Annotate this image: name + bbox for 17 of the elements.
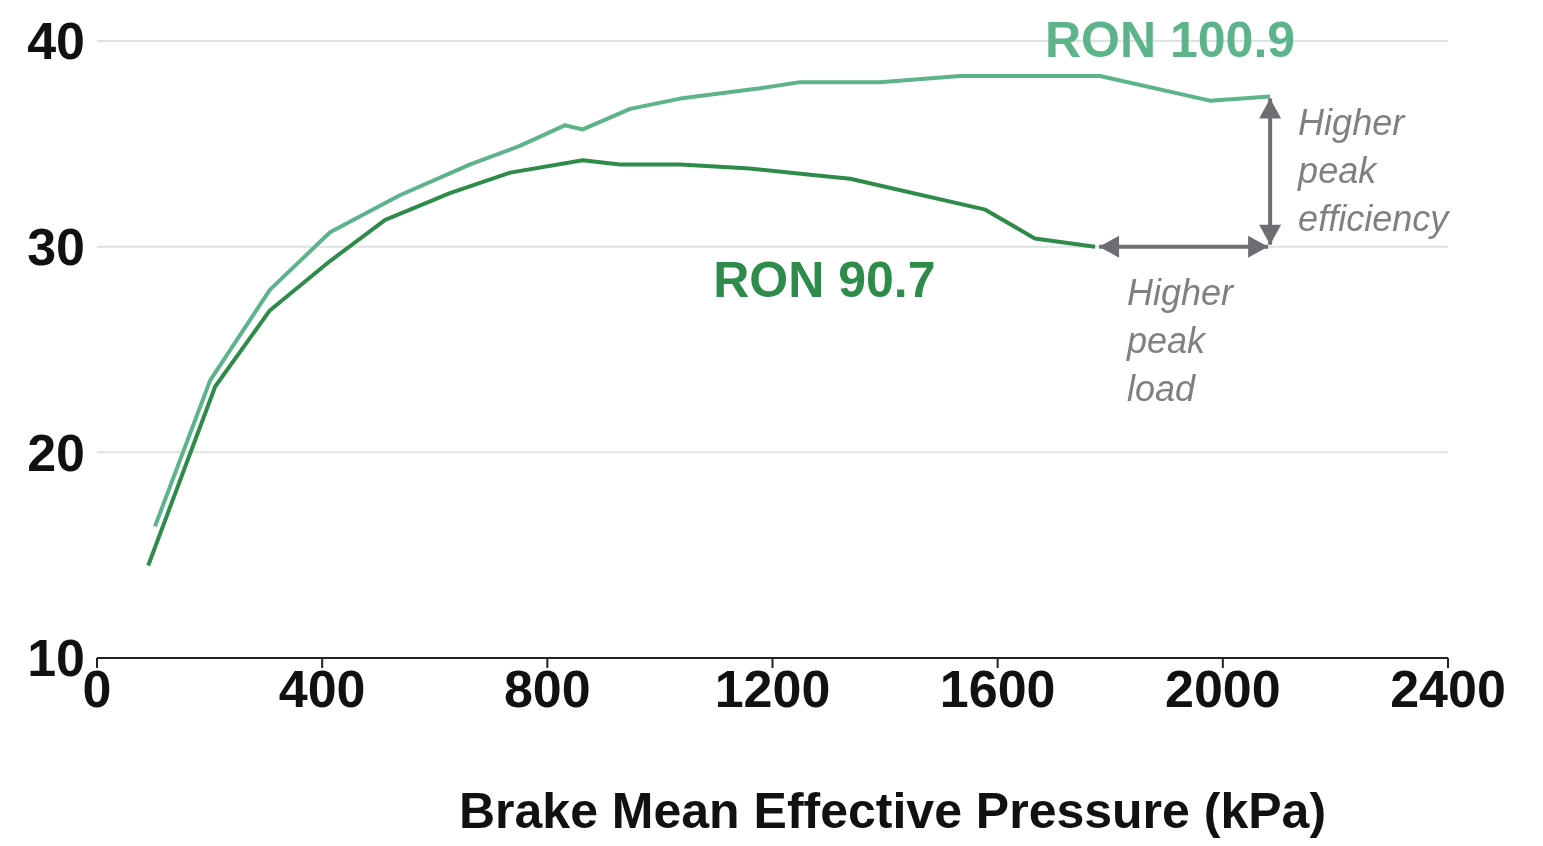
y-tick-label: 30 xyxy=(27,218,85,277)
y-tick-label: 40 xyxy=(27,12,85,71)
annotation: Higher peak load xyxy=(1126,271,1236,409)
x-axis-title: Brake Mean Effective Pressure (kPa) xyxy=(458,783,1327,839)
y-tick-label: 20 xyxy=(27,423,85,482)
x-tick-label: 0 xyxy=(82,659,112,718)
x-tick-label: 800 xyxy=(503,659,591,718)
series-label: RON 100.9 xyxy=(1044,11,1296,68)
x-tick-label: 2400 xyxy=(1390,659,1506,718)
x-tick-label: 2000 xyxy=(1164,659,1281,718)
x-tick-label: 1200 xyxy=(714,659,831,718)
x-tick-label: 400 xyxy=(278,659,366,718)
y-tick-label: 10 xyxy=(27,629,85,688)
series-label: RON 90.7 xyxy=(713,251,936,308)
annotation: Higher peak efficiency xyxy=(1297,101,1451,239)
x-tick-label: 1600 xyxy=(939,659,1056,718)
line-series xyxy=(146,158,1098,568)
